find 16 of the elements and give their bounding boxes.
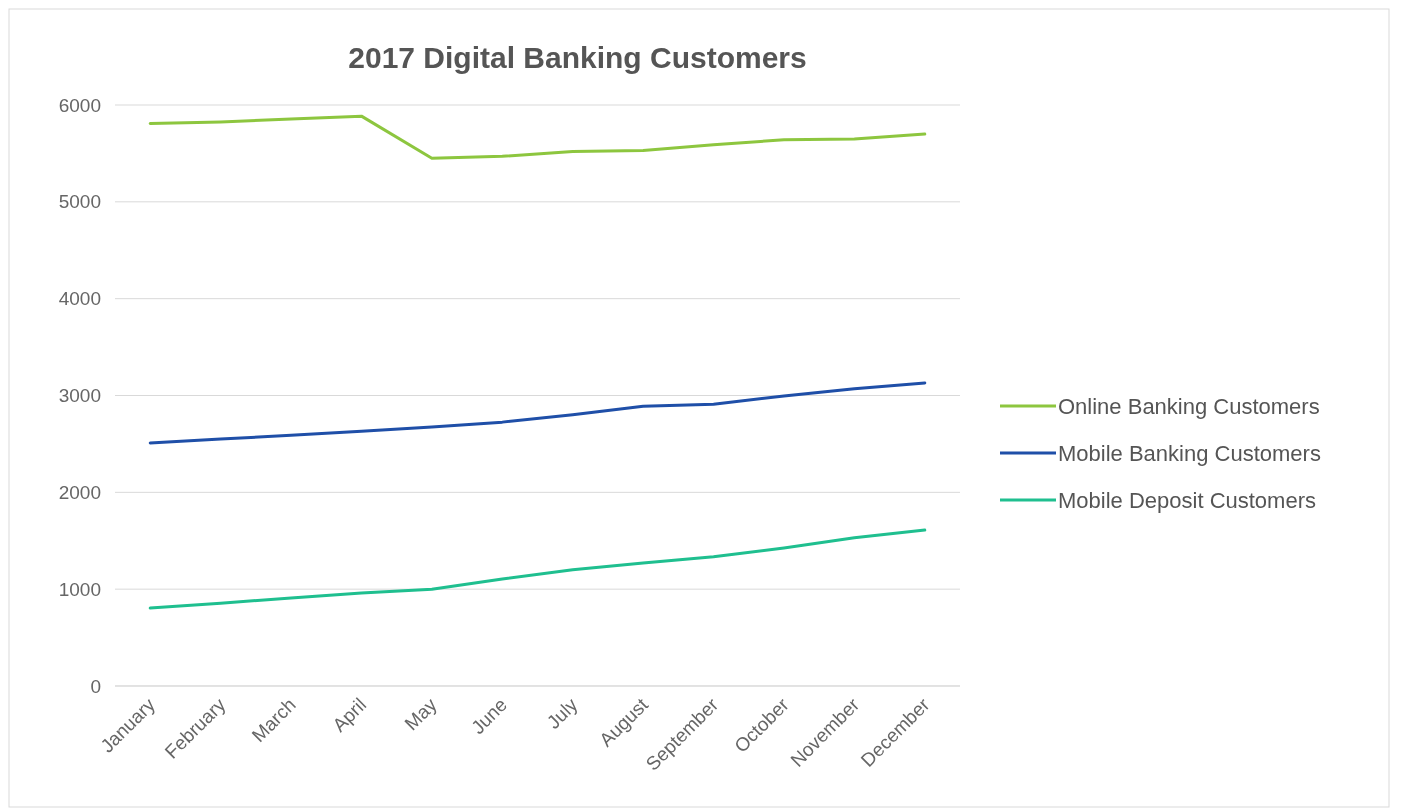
y-tick-label: 5000 (58, 191, 101, 213)
chart-title: 2017 Digital Banking Customers (348, 41, 807, 74)
x-tick-label: July (542, 693, 582, 733)
line-series (148, 114, 927, 160)
y-tick-label: 3000 (58, 385, 101, 407)
y-tick-label: 0 (90, 675, 101, 697)
y-tick-label: 2000 (58, 481, 101, 503)
legend-label: Online Banking Customers (1058, 393, 1320, 419)
line-series (148, 381, 927, 445)
y-tick-label: 6000 (58, 94, 101, 116)
y-tick-label: 1000 (58, 578, 101, 600)
y-tick-label: 4000 (58, 288, 101, 310)
legend-label: Mobile Deposit Customers (1058, 487, 1316, 513)
legend-label: Mobile Banking Customers (1058, 440, 1321, 466)
line-series (148, 528, 927, 610)
x-tick-label: May (400, 693, 442, 735)
